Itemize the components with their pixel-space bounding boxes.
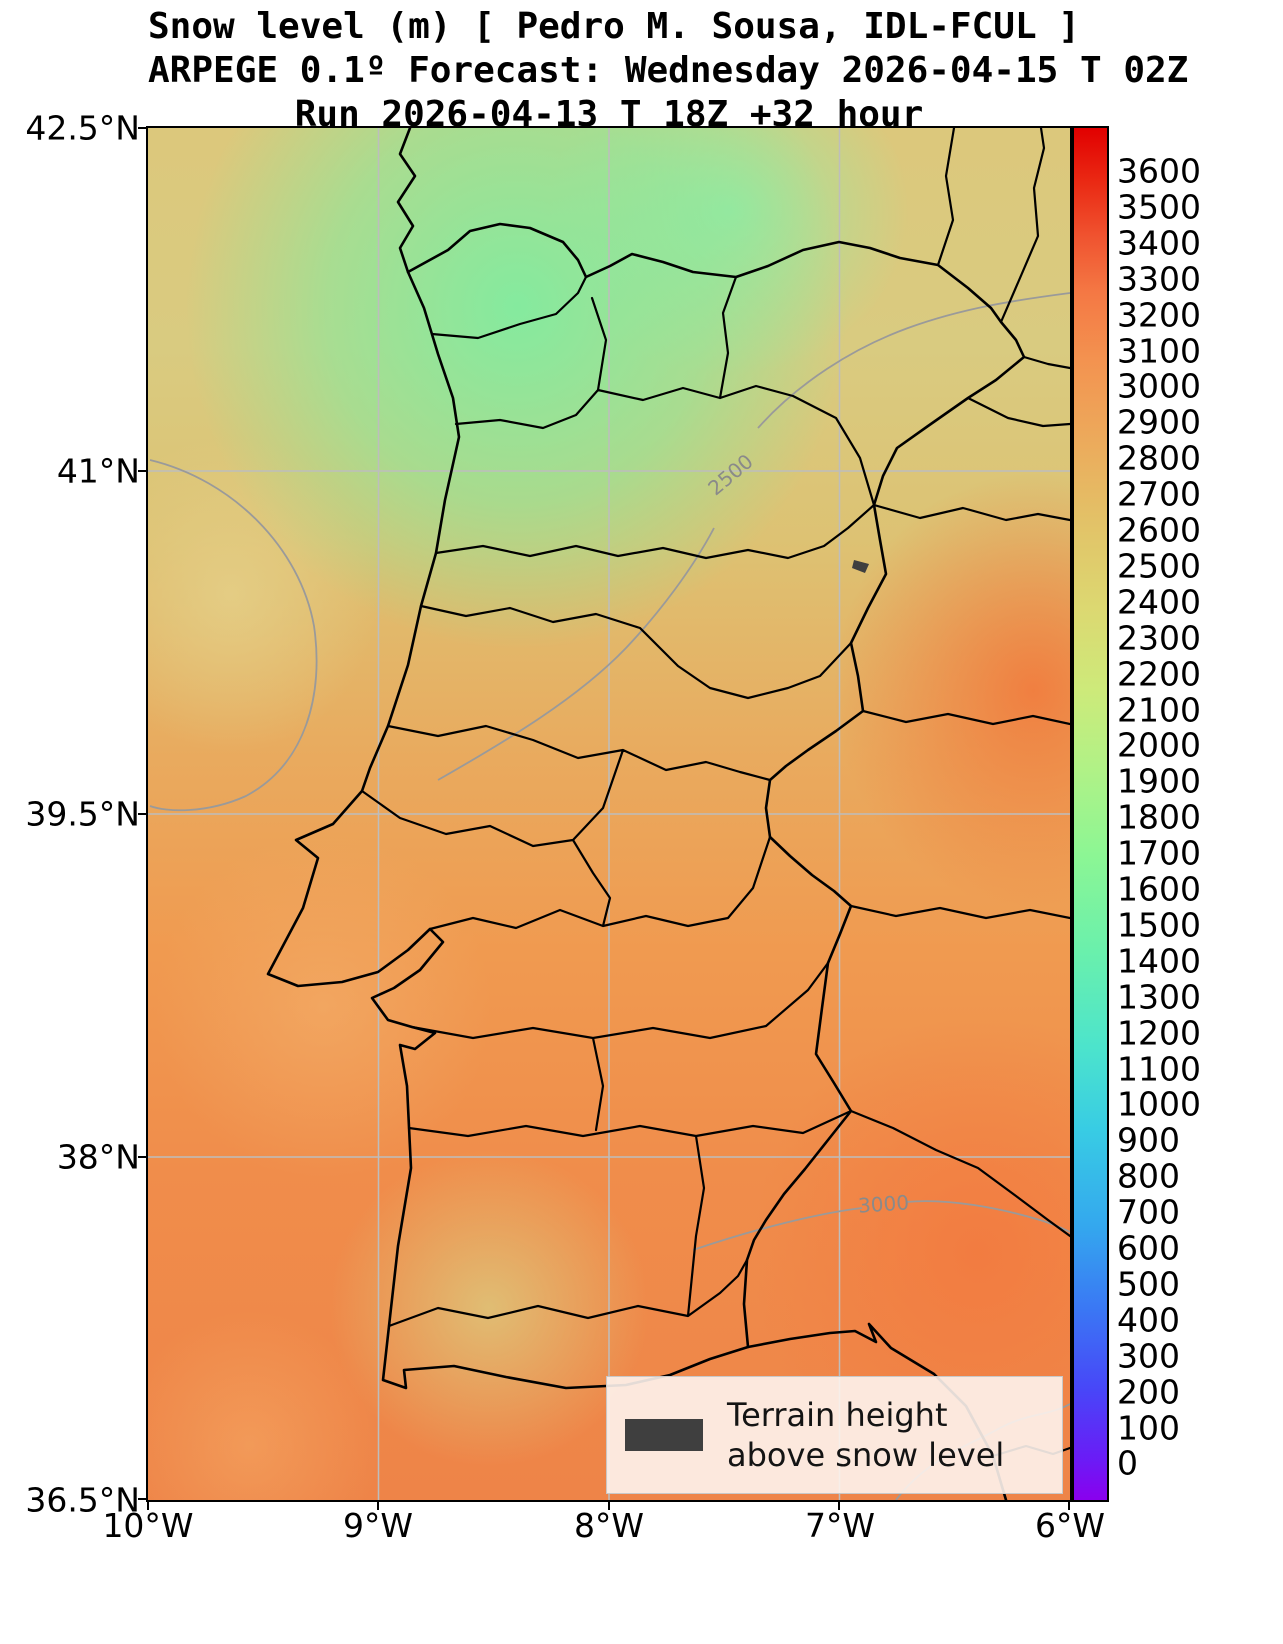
colorbar-tick-label: 2200 bbox=[1117, 654, 1201, 694]
colorbar-tick-labels: 3600 3500 3400 3300 3200 3100 3000 2900 2800 2700… bbox=[1117, 128, 1257, 1500]
colorbar-tick-label: 3300 bbox=[1117, 259, 1201, 299]
colorbar-tick-label: 2600 bbox=[1117, 510, 1201, 550]
colorbar-tick-label: 800 bbox=[1117, 1156, 1180, 1196]
contour-label-3000: 3000 bbox=[857, 1190, 909, 1217]
legend-line-2: above snow level bbox=[727, 1436, 1005, 1474]
x-tick-label-8w: 8°W bbox=[573, 1506, 645, 1545]
title-line-1: Snow level (m) [ Pedro M. Sousa, IDL-FCU… bbox=[148, 6, 1080, 47]
legend-line-1: Terrain height bbox=[727, 1396, 948, 1434]
colorbar-tick-label: 1900 bbox=[1117, 761, 1201, 801]
colorbar-tick-label: 0 bbox=[1117, 1443, 1138, 1483]
contour-label-2500: 2500 bbox=[703, 449, 757, 500]
colorbar-tick-label: 2900 bbox=[1117, 402, 1201, 442]
colorbar-tick-label: 2800 bbox=[1117, 438, 1201, 478]
colorbar-tick-label: 300 bbox=[1117, 1336, 1180, 1376]
colorbar-tick-label: 600 bbox=[1117, 1228, 1180, 1268]
y-axis-tick bbox=[138, 1156, 146, 1158]
contour-line-3000 bbox=[692, 1200, 1070, 1251]
x-tick-label-10w: 10°W bbox=[102, 1506, 194, 1545]
contour-line-2500 bbox=[437, 292, 1070, 781]
colorbar-tick-label: 500 bbox=[1117, 1264, 1180, 1304]
x-axis-tick bbox=[377, 1502, 379, 1510]
province-boundaries bbox=[849, 128, 1070, 1458]
y-tick-label-36-5n: 36.5°N bbox=[25, 1480, 140, 1520]
colorbar bbox=[1072, 126, 1109, 1502]
colorbar-tick-label: 400 bbox=[1117, 1300, 1180, 1340]
y-axis-tick bbox=[138, 470, 146, 472]
portugal-spain-border bbox=[406, 222, 1026, 1349]
colorbar-tick-label: 2400 bbox=[1117, 582, 1201, 622]
x-tick-label-6w: 6°W bbox=[1034, 1506, 1106, 1545]
y-tick-label-38n: 38°N bbox=[56, 1137, 140, 1177]
x-axis-tick bbox=[147, 1502, 149, 1510]
colorbar-tick-label: 3500 bbox=[1117, 187, 1201, 227]
colorbar-tick-label: 1300 bbox=[1117, 977, 1201, 1017]
colorbar-tick-label: 700 bbox=[1117, 1192, 1180, 1232]
y-tick-label-39-5n: 39.5°N bbox=[25, 794, 140, 834]
map-panel: 2500 3000 Terrain height above snow leve… bbox=[146, 126, 1072, 1502]
colorbar-tick-label: 1000 bbox=[1117, 1084, 1201, 1124]
colorbar-tick-label: 100 bbox=[1117, 1408, 1180, 1447]
y-tick-label-41n: 41°N bbox=[56, 451, 140, 491]
colorbar-tick-label: 1700 bbox=[1117, 833, 1201, 873]
legend-text: Terrain height above snow level bbox=[727, 1395, 1004, 1475]
x-tick-label-9w: 9°W bbox=[342, 1506, 414, 1545]
colorbar-tick-label: 1600 bbox=[1117, 869, 1201, 909]
y-axis-tick bbox=[138, 1498, 146, 1500]
colorbar-tick-label: 1800 bbox=[1117, 797, 1201, 837]
y-axis-tick bbox=[138, 127, 146, 129]
colorbar-tick-label: 1100 bbox=[1117, 1049, 1201, 1088]
colorbar-tick-label: 3200 bbox=[1117, 295, 1201, 335]
colorbar-tick-label: 200 bbox=[1117, 1372, 1180, 1412]
colorbar-tick-label: 2100 bbox=[1117, 690, 1201, 729]
colorbar-tick-label: 2000 bbox=[1117, 725, 1201, 765]
colorbar-tick-label: 3100 bbox=[1117, 331, 1201, 370]
x-tick-label-7w: 7°W bbox=[804, 1506, 876, 1545]
map-overlay: 2500 3000 bbox=[148, 128, 1070, 1500]
colorbar-tick-label: 3400 bbox=[1117, 223, 1201, 263]
colorbar-tick-label: 2500 bbox=[1117, 546, 1201, 586]
colorbar-tick-label: 2700 bbox=[1117, 474, 1201, 514]
legend-box: Terrain height above snow level bbox=[606, 1376, 1063, 1494]
colorbar-tick-label: 2300 bbox=[1117, 618, 1201, 658]
colorbar-tick-label: 3600 bbox=[1117, 151, 1201, 191]
graticule-gridlines bbox=[148, 128, 1070, 1500]
contour-loop-2500-offshore bbox=[149, 459, 318, 812]
x-axis-tick bbox=[1068, 1502, 1070, 1510]
colorbar-tick-label: 3000 bbox=[1117, 366, 1201, 406]
x-axis-tick bbox=[608, 1502, 610, 1510]
y-tick-label-42-5n: 42.5°N bbox=[25, 108, 140, 148]
colorbar-tick-label: 1200 bbox=[1117, 1013, 1201, 1053]
legend-terrain-swatch bbox=[625, 1419, 703, 1451]
y-axis-tick bbox=[138, 813, 146, 815]
district-boundaries bbox=[360, 275, 876, 1328]
terrain-above-snow-patch bbox=[852, 560, 869, 573]
title-line-2: ARPEGE 0.1º Forecast: Wednesday 2026-04-… bbox=[148, 50, 1189, 91]
x-axis-tick bbox=[838, 1502, 840, 1510]
colorbar-tick-label: 900 bbox=[1117, 1120, 1180, 1160]
colorbar-tick-label: 1400 bbox=[1117, 941, 1201, 981]
colorbar-tick-label: 1500 bbox=[1117, 905, 1201, 945]
